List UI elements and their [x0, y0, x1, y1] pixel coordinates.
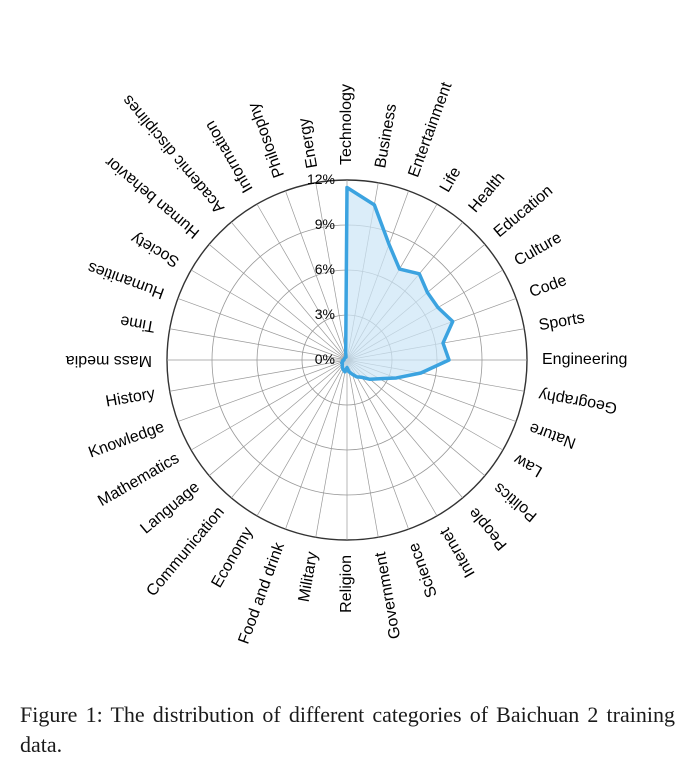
category-label: Code — [527, 272, 569, 301]
category-label: Economy — [209, 524, 257, 590]
category-label: Information — [202, 118, 257, 196]
category-label: Culture — [511, 229, 564, 270]
figure-caption: Figure 1: The distribution of different … — [20, 700, 675, 759]
radial-tick-label: 6% — [315, 261, 335, 277]
category-label: Technology — [338, 84, 355, 165]
radial-tick-label: 9% — [315, 216, 335, 232]
category-label: Nature — [527, 419, 578, 451]
radial-tick-label: 0% — [315, 351, 335, 367]
category-label: Internet — [437, 524, 479, 580]
category-label: Energy — [296, 117, 322, 170]
category-label: Geography — [538, 386, 619, 417]
category-label: Mass media — [66, 352, 152, 369]
category-label: History — [104, 385, 156, 410]
category-label: Education — [491, 182, 556, 241]
category-label: Engineering — [542, 351, 627, 368]
category-label: Life — [437, 164, 465, 195]
category-label: Philosophy — [245, 100, 288, 179]
category-label: Law — [511, 450, 545, 480]
category-label: Entertainment — [405, 80, 455, 180]
category-label: Society — [128, 229, 182, 270]
radial-tick-label: 12% — [307, 171, 335, 187]
category-label: Health — [466, 170, 509, 216]
category-label: Science — [405, 540, 440, 599]
category-label: Military — [296, 551, 322, 604]
category-label: People — [466, 504, 511, 553]
category-label: Business — [372, 103, 400, 170]
radial-tick-label: 3% — [315, 306, 335, 322]
category-label: Knowledge — [86, 418, 166, 461]
category-label: Humanities — [86, 258, 167, 301]
category-label: Academic disciplines — [119, 92, 227, 217]
category-label: Religion — [338, 555, 355, 613]
category-label: Sports — [538, 309, 587, 334]
category-label: Time — [119, 312, 156, 335]
radar-chart: 0% 3% 6% 9% 12%Technology BusinessEntertainme… — [20, 20, 675, 685]
category-label: Politics — [491, 479, 541, 525]
category-label: Government — [372, 550, 404, 640]
